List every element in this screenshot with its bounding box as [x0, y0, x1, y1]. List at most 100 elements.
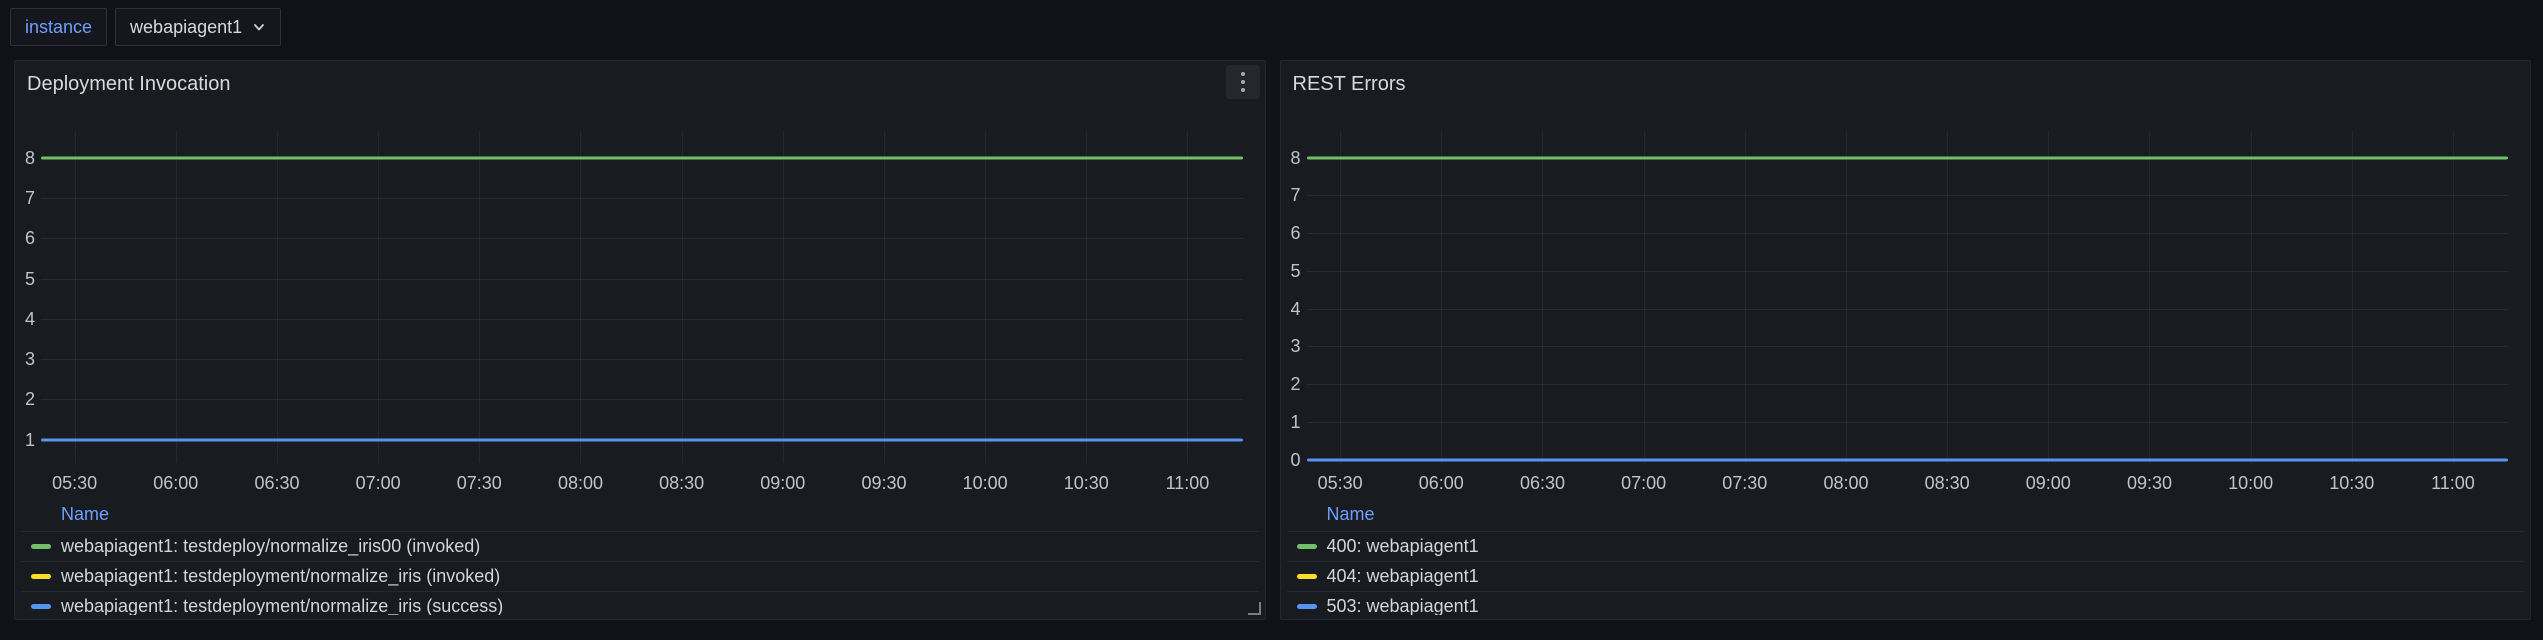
v-gridline	[1441, 131, 1443, 463]
x-tick-label: 11:00	[1165, 473, 1210, 493]
legend-label[interactable]: 404: webapiagent1	[1326, 566, 1479, 586]
panel-title[interactable]: Deployment Invocation	[27, 72, 231, 95]
time-series-chart: 8 7 6 5 4 3 2 1 0 05:30 06:00 06:30 07:00 07:30 08:00…	[1281, 131, 2531, 499]
series-line	[41, 156, 1243, 160]
legend-swatch[interactable]	[31, 544, 51, 549]
v-gridline	[1340, 131, 1342, 463]
x-tick-label: 08:00	[557, 473, 603, 493]
v-gridline	[1542, 131, 1544, 463]
legend-label[interactable]: webapiagent1: testdeploy/normalize_iris0…	[61, 536, 481, 556]
v-gridline	[1643, 131, 1645, 463]
v-gridline	[1845, 131, 1847, 463]
legend-column-name[interactable]: Name	[1286, 501, 2524, 532]
panel-header: Deployment Invocation	[15, 61, 1265, 107]
v-gridline	[2452, 131, 2454, 463]
v-gridline	[2048, 131, 2050, 463]
dashboard-row: Deployment Invocation 8 7 6 5 4 3 2 1 05:30 06:0…	[14, 60, 2531, 620]
x-tick-label: 10:00	[962, 473, 1008, 493]
chevron-down-icon	[252, 20, 266, 34]
legend-row[interactable]: webapiagent1: testdeploy/normalize_iris0…	[21, 532, 1259, 562]
y-tick-label: 7	[24, 187, 35, 208]
kebab-menu-icon[interactable]	[1225, 65, 1260, 99]
y-tick-label: 8	[1290, 147, 1301, 168]
panel-title[interactable]: REST Errors	[1292, 72, 1406, 95]
x-tick-label: 10:00	[2228, 473, 2274, 493]
legend-label[interactable]: webapiagent1: testdeployment/normalize_i…	[61, 596, 504, 615]
legend-label[interactable]: 503: webapiagent1	[1326, 596, 1479, 615]
h-gridline	[1306, 195, 2508, 197]
variable-label: instance	[10, 8, 108, 46]
v-gridline	[1744, 131, 1746, 463]
x-tick-label: 05:30	[1317, 473, 1363, 493]
y-axis: 8 7 6 5 4 3 2 1	[15, 131, 35, 463]
legend-row[interactable]: 400: webapiagent1	[1286, 532, 2524, 562]
h-gridline	[1306, 308, 2508, 310]
x-tick-label: 08:30	[1924, 473, 1970, 493]
y-tick-label: 8	[24, 147, 35, 168]
series-line	[1306, 458, 2508, 462]
y-tick-label: 4	[24, 308, 35, 329]
h-gridline	[41, 278, 1243, 280]
v-gridline	[479, 131, 481, 463]
legend-row[interactable]: 503: webapiagent1	[1287, 592, 2525, 615]
x-tick-label: 09:30	[2126, 473, 2172, 493]
v-gridline	[378, 131, 380, 463]
panel-header: REST Errors	[1281, 61, 2531, 107]
x-tick-label: 09:00	[760, 473, 806, 493]
variable-dropdown[interactable]: webapiagent1	[115, 8, 282, 46]
x-tick-label: 07:30	[456, 473, 502, 493]
x-tick-label: 10:30	[2329, 473, 2375, 493]
legend-table: Name 400: webapiagent1 404: webapiagent1 5…	[1286, 501, 2525, 615]
v-gridline	[985, 131, 987, 463]
plot-area[interactable]	[1306, 131, 2508, 463]
v-gridline	[883, 131, 885, 463]
x-axis: 05:30 06:00 06:30 07:00 07:30 08:00 08:30 09:00…	[1307, 463, 2509, 499]
variable-label-text: instance	[25, 16, 93, 37]
legend-table: Name webapiagent1: testdeploy/normalize_…	[21, 501, 1259, 615]
legend-row[interactable]: webapiagent1: testdeployment/normalize_i…	[21, 592, 1259, 615]
x-tick-label: 06:00	[153, 473, 199, 493]
legend-label[interactable]: webapiagent1: testdeployment/normalize_i…	[61, 566, 501, 586]
h-gridline	[1306, 270, 2508, 272]
legend-column-name[interactable]: Name	[21, 501, 1259, 532]
panel-deployment-invocation: Deployment Invocation 8 7 6 5 4 3 2 1 05:30 06:0…	[14, 60, 1266, 620]
v-gridline	[681, 131, 683, 463]
x-tick-label: 08:00	[1823, 473, 1869, 493]
y-tick-label: 2	[24, 389, 35, 410]
x-tick-label: 07:30	[1722, 473, 1768, 493]
h-gridline	[41, 238, 1243, 240]
legend-label[interactable]: 400: webapiagent1	[1326, 536, 1479, 556]
panel-resize-handle[interactable]	[1247, 602, 1261, 615]
legend-swatch[interactable]	[1296, 544, 1317, 549]
y-tick-label: 6	[1290, 223, 1301, 244]
y-tick-label: 2	[1290, 374, 1301, 395]
legend-swatch[interactable]	[1296, 604, 1317, 609]
v-gridline	[276, 131, 278, 463]
h-gridline	[41, 399, 1243, 401]
y-tick-label: 5	[24, 268, 35, 289]
legend-row[interactable]: 404: webapiagent1	[1286, 562, 2524, 592]
series-line	[1306, 156, 2508, 160]
x-tick-label: 07:00	[1621, 473, 1667, 493]
plot-area[interactable]	[41, 131, 1243, 463]
v-gridline	[1947, 131, 1949, 463]
v-gridline	[74, 131, 76, 463]
x-tick-label: 06:00	[1418, 473, 1464, 493]
y-tick-label: 3	[24, 349, 35, 370]
y-tick-label: 7	[1290, 185, 1301, 206]
legend-swatch[interactable]	[31, 604, 51, 609]
x-axis: 05:30 06:00 06:30 07:00 07:30 08:00 08:30 09:00…	[41, 463, 1243, 499]
v-gridline	[1086, 131, 1088, 463]
legend-row[interactable]: webapiagent1: testdeployment/normalize_i…	[21, 562, 1259, 592]
x-tick-label: 08:30	[659, 473, 705, 493]
legend-swatch[interactable]	[1296, 574, 1317, 579]
variables-bar: instance webapiagent1	[10, 8, 282, 46]
v-gridline	[2351, 131, 2353, 463]
x-tick-label: 07:00	[355, 473, 401, 493]
y-tick-label: 4	[1290, 298, 1301, 319]
legend-swatch[interactable]	[31, 574, 51, 579]
legend-rows: 400: webapiagent1 404: webapiagent1 503: w…	[1286, 532, 2525, 615]
y-tick-label: 1	[1290, 411, 1301, 432]
h-gridline	[41, 318, 1243, 320]
